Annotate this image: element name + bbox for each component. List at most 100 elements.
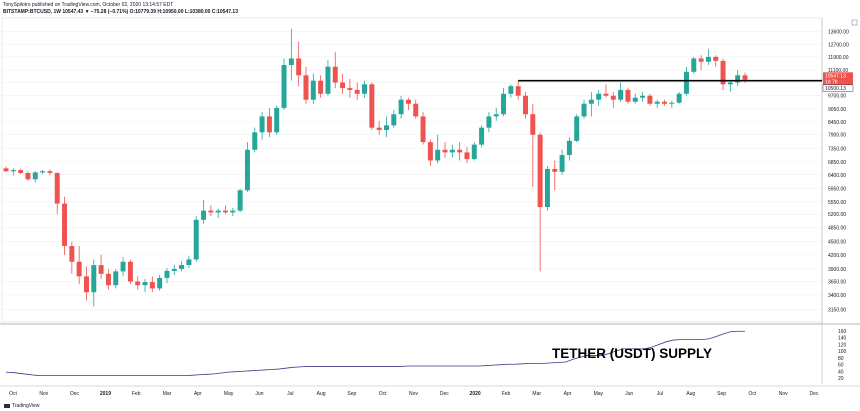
price-tick-label: 3900.00 [828,267,846,273]
candle-body [76,261,82,277]
candle-down [105,268,111,290]
candle-down [25,171,31,181]
time-tick-label: Dec [70,391,79,397]
supply-tick-label: 140 [838,336,847,342]
candle-up [310,73,316,104]
candle-down [647,93,653,106]
candle-body [464,152,470,160]
time-tick-label: May [224,391,234,397]
candle-body [105,273,111,286]
price-tick-label: 4850.00 [828,225,846,231]
candle-up [157,274,163,291]
candle-down [354,82,360,100]
candle-body [683,71,689,94]
candle-body [618,89,624,100]
candle-body [332,66,338,83]
candle-down [698,55,704,71]
candle-up [691,56,697,74]
time-tick-label: Jul [657,391,663,397]
candle-up [193,216,199,262]
time-tick-label: Sep [717,391,726,397]
candles-layer [3,28,748,307]
candle-down [442,142,448,158]
candle-body [383,125,389,130]
candle-body [625,89,631,102]
candle-up [588,91,594,117]
candle-down [208,205,214,217]
candle-body [98,265,104,274]
candle-body [705,56,711,62]
time-tick-label: Oct [379,391,387,397]
candle-down [457,142,463,161]
tradingview-logo-icon [4,404,10,408]
candle-down [552,160,558,191]
time-tick-label: Nov [409,391,418,397]
candle-body [654,101,660,104]
candle-up [91,259,97,307]
candle-body [720,60,726,85]
candle-body [376,127,382,130]
candle-body [713,56,719,61]
candle-body [310,80,316,100]
candle-body [230,210,236,213]
candle-body [120,261,126,272]
price-tick-label: 7350.00 [828,146,846,152]
candle-down [69,241,75,274]
candle-body [727,82,733,85]
candle-down [332,52,338,89]
candle-down [405,97,411,110]
supply-tick-label: 120 [838,342,847,348]
price-tick-label: 6400.00 [828,173,846,179]
candle-body [201,210,207,220]
candle-body [552,168,558,172]
publish-info: TonySpilotro published on TradingView.co… [3,2,174,8]
candle-body [354,89,360,94]
candle-body [135,281,141,286]
candle-body [266,116,272,133]
candle-up [544,166,550,211]
candle-down [625,88,631,104]
price-label-box [822,84,854,92]
time-tick-label: Nov [779,391,788,397]
candle-body [632,97,638,102]
candle-down [149,276,155,293]
candle-up [288,28,294,81]
tradingview-logo[interactable]: TradingView [4,403,40,409]
candle-down [347,78,353,98]
candle-up [171,264,177,275]
candle-body [610,95,616,100]
candle-body [413,103,419,117]
candle-body [208,210,214,213]
candle-body [325,66,331,94]
candle-body [391,114,397,126]
candle-body [435,149,441,161]
price-tick-label: 5200.00 [828,212,846,218]
candle-body [237,190,243,211]
candle-up [618,82,624,102]
candle-up [113,268,119,289]
candle-body [669,102,675,104]
candle-body [662,101,668,104]
candle-up [362,80,368,98]
candle-down [369,82,375,130]
candle-up [120,257,126,277]
candle-body [113,271,119,286]
candle-up [435,134,441,164]
time-tick-label: Oct [748,391,756,397]
candle-body [398,99,404,115]
candle-body [347,88,353,90]
candle-up [471,142,477,161]
candle-up [669,100,675,108]
price-tick-label: 6850.00 [828,160,846,166]
candle-body [698,58,704,62]
candle-up [40,170,46,175]
candle-up [566,137,572,161]
candle-up [574,114,580,143]
candle-body [149,282,155,289]
candle-body [179,265,185,269]
candle-up [705,49,711,66]
candle-body [340,82,346,89]
candle-up [676,91,682,104]
time-tick-label: Jun [625,391,633,397]
